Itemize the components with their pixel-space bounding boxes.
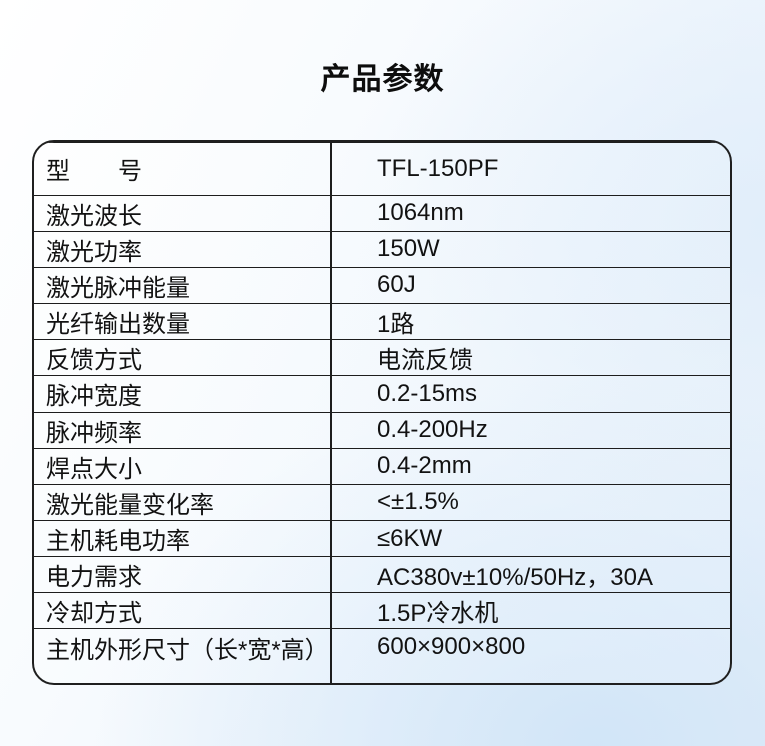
table-row: 反馈方式 电流反馈 (34, 339, 730, 376)
spec-value: 1路 (377, 311, 415, 339)
spec-label: 冷却方式 (34, 593, 332, 629)
spec-value: 1064nm (377, 199, 464, 227)
table-row: 激光能量变化率 <±1.5% (34, 483, 730, 520)
table-row: 焊点大小 0.4-2mm (34, 447, 730, 484)
spec-label: 激光能量变化率 (34, 484, 332, 520)
spec-value: 电流反馈 (377, 347, 473, 375)
spec-label: 主机耗电功率 (34, 520, 332, 557)
table-row: 光纤输出数量 1路 (34, 303, 730, 340)
spec-value: ≤6KW (377, 524, 443, 552)
spec-label: 脉冲宽度 (34, 376, 332, 412)
spec-label: 激光脉冲能量 (34, 267, 332, 304)
spec-label: 激光波长 (34, 195, 332, 231)
table-row: 冷却方式 1.5P冷水机 (34, 592, 730, 629)
spec-value: 0.2-15ms (377, 379, 478, 407)
spec-value: 60J (377, 271, 416, 299)
spec-value: AC380v±10%/50Hz，30A (377, 564, 653, 592)
table-row: 主机外形尺寸（长*宽*高） 600×900×800 (34, 628, 730, 683)
spec-label: 光纤输出数量 (34, 304, 332, 340)
spec-label: 激光功率 (34, 231, 332, 267)
spec-value: 150W (377, 235, 440, 263)
table-row: 激光脉冲能量 60J (34, 266, 730, 304)
table-row: 型 号 TFL-150PF (34, 142, 730, 195)
page-title: 产品参数 (320, 63, 445, 96)
table-row: 激光功率 150W (34, 230, 730, 267)
spec-label: 脉冲频率 (34, 412, 332, 448)
spec-value: 1.5P冷水机 (377, 600, 499, 628)
spec-value: TFL-150PF (377, 154, 499, 182)
spec-label: 反馈方式 (34, 340, 332, 376)
table-row: 脉冲频率 0.4-200Hz (34, 411, 730, 448)
spec-value: 0.4-200Hz (377, 416, 488, 444)
spec-label: 型 号 (34, 143, 332, 195)
spec-value: 600×900×800 (377, 633, 526, 661)
product-spec-table: 型 号 TFL-150PF 激光波长 1064nm 激光功率 150W 激光脉冲… (32, 140, 732, 685)
spec-value: 0.4-2mm (377, 452, 472, 480)
table-row: 主机耗电功率 ≤6KW (34, 519, 730, 557)
spec-value: <±1.5% (377, 488, 459, 516)
spec-label: 焊点大小 (34, 448, 332, 484)
spec-label: 电力需求 (34, 557, 332, 593)
table-row: 电力需求 AC380v±10%/50Hz，30A (34, 556, 730, 593)
table-row: 激光波长 1064nm (34, 194, 730, 231)
spec-label: 主机外形尺寸（长*宽*高） (34, 629, 332, 683)
table-row: 脉冲宽度 0.2-15ms (34, 375, 730, 412)
